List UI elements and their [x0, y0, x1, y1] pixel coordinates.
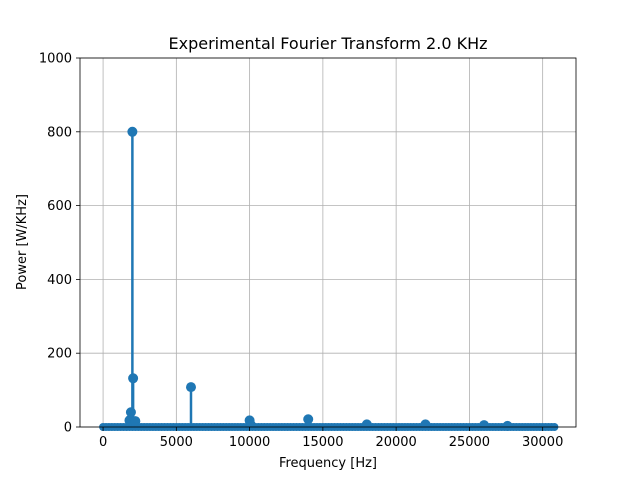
stem-marker — [128, 373, 139, 384]
x-tick-label: 25000 — [449, 435, 490, 450]
y-tick-label: 600 — [47, 199, 72, 214]
y-axis-label: Power [W/KHz] — [15, 194, 30, 290]
stem-marker — [185, 382, 196, 393]
y-tick-label: 200 — [47, 347, 72, 362]
x-axis-label: Frequency [Hz] — [279, 456, 377, 471]
stem-marker — [127, 126, 138, 137]
x-tick-label: 20000 — [375, 435, 416, 450]
stem-marker — [125, 407, 136, 418]
x-tick-label: 30000 — [522, 435, 563, 450]
x-tick-label: 10000 — [229, 435, 270, 450]
x-tick-label: 15000 — [302, 435, 343, 450]
stem-marker — [479, 420, 490, 431]
stem-marker — [502, 420, 513, 431]
chart-title: Experimental Fourier Transform 2.0 KHz — [169, 34, 488, 53]
stem-marker — [420, 419, 431, 430]
x-tick-label: 0 — [99, 435, 107, 450]
x-tick-label: 5000 — [160, 435, 193, 450]
y-axis-ticks: 0 200 400 600 800 1000 — [39, 52, 80, 436]
y-tick-label: 800 — [47, 125, 72, 140]
y-tick-label: 1000 — [39, 52, 72, 67]
stem-marker — [361, 419, 372, 430]
stem-marker — [246, 420, 257, 431]
x-axis-ticks: 0 5000 10000 15000 20000 25000 30000 — [99, 427, 563, 450]
y-tick-label: 0 — [64, 421, 72, 436]
y-tick-label: 400 — [47, 273, 72, 288]
plot-frame — [79, 57, 577, 428]
stem-marker — [130, 416, 141, 427]
stem-marker — [303, 414, 314, 425]
